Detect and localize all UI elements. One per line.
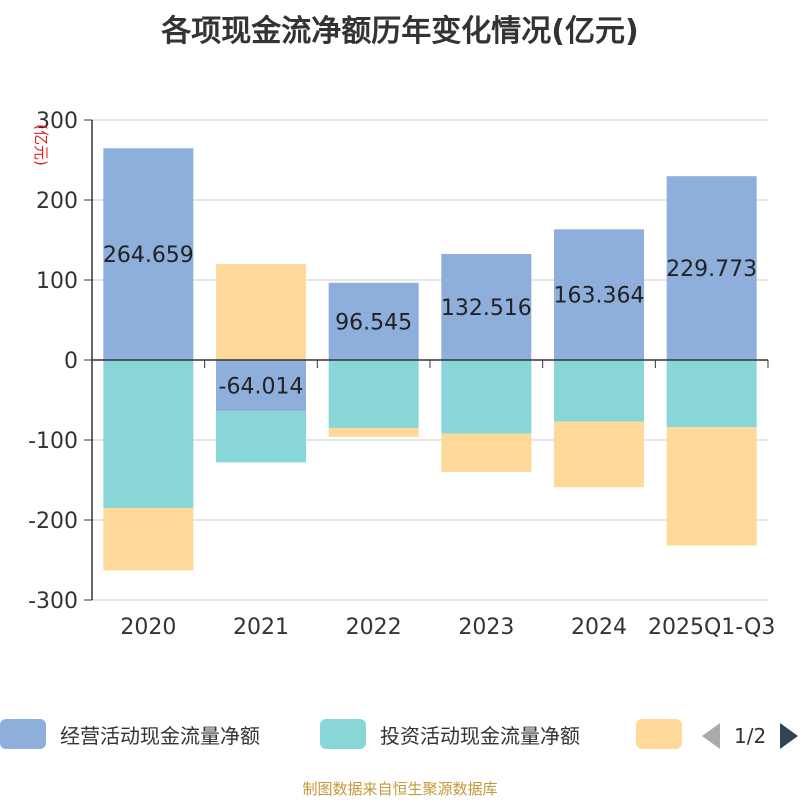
y-tick-label: 300 (36, 109, 78, 134)
data-label: 163.364 (554, 284, 645, 309)
legend-label-investing: 投资活动现金流量净额 (380, 723, 580, 748)
y-tick-label: -200 (28, 509, 78, 534)
axes: 300 200 100 0 -100 -200 -300 2020 2021 2022 2023 20… (28, 109, 775, 640)
y-tick-label: 0 (64, 349, 78, 374)
bar-series-2-2023 (441, 433, 532, 472)
bar-series-2-2021 (216, 264, 306, 360)
legend-item-operating[interactable]: 经营活动现金流量净额 (0, 716, 260, 752)
bar-series-0-2021 (216, 360, 306, 412)
y-tick-label: 100 (36, 269, 78, 294)
bar-series-1-2025Q1-Q3 (666, 360, 757, 428)
bar-series-0-2020 (103, 148, 194, 360)
bar-series-1-2021 (216, 411, 306, 463)
bar-series-0-2022 (328, 282, 419, 360)
bar-series-0-2024 (554, 229, 644, 360)
gridlines (92, 119, 768, 601)
legend-prev-arrow-icon[interactable] (702, 723, 720, 749)
legend-pager: 1/2 (702, 718, 799, 754)
data-source-note: 制图数据来自恒生聚源数据库 (302, 780, 498, 798)
data-labels: 264.659 -64.014 96.545 132.516 163.364 229.77… (103, 243, 757, 399)
data-label: 264.659 (103, 243, 194, 268)
x-tick-label: 2023 (458, 615, 514, 640)
legend-swatch-operating (0, 719, 46, 749)
data-label: 229.773 (666, 257, 757, 282)
y-tick-label: 200 (36, 189, 78, 214)
bar-series-0-2023 (441, 253, 532, 360)
bar-series-0-2025Q1-Q3 (666, 176, 757, 360)
x-tick-label: 2020 (120, 615, 176, 640)
bar-series-2-2020 (103, 508, 194, 571)
bar-series-1-2020 (103, 360, 194, 508)
legend-item-investing[interactable]: 投资活动现金流量净额 (320, 716, 580, 752)
legend-page-indicator: 1/2 (734, 724, 767, 748)
legend-label-operating: 经营活动现金流量净额 (60, 723, 260, 748)
bar-series-1-2023 (441, 360, 532, 434)
bar-series-1-2024 (554, 360, 644, 422)
data-label: 96.545 (335, 310, 412, 335)
y-tick-label: -100 (28, 429, 78, 454)
x-tick-label: 2022 (346, 615, 402, 640)
legend-swatch-investing (320, 719, 366, 749)
legend-item-third[interactable] (636, 716, 682, 752)
x-tick-label: 2021 (233, 615, 289, 640)
bar-series-2-2025Q1-Q3 (666, 427, 757, 546)
x-tick-label: 2024 (571, 615, 627, 640)
legend: 经营活动现金流量净额 投资活动现金流量净额 (0, 716, 800, 756)
legend-swatch-third (636, 719, 682, 749)
data-label: -64.014 (219, 375, 304, 400)
y-tick-label: -300 (28, 589, 78, 614)
legend-next-arrow-icon[interactable] (780, 723, 799, 749)
bar-series-2-2022 (328, 428, 419, 437)
y-axis-unit: (亿元) (32, 124, 50, 166)
data-label: 132.516 (441, 296, 532, 321)
x-tick-label: 2025Q1-Q3 (648, 615, 775, 640)
bars (103, 148, 757, 571)
bar-series-2-2024 (554, 421, 644, 488)
chart-title: 各项现金流净额历年变化情况(亿元) (161, 14, 639, 49)
bar-series-1-2022 (328, 360, 419, 428)
